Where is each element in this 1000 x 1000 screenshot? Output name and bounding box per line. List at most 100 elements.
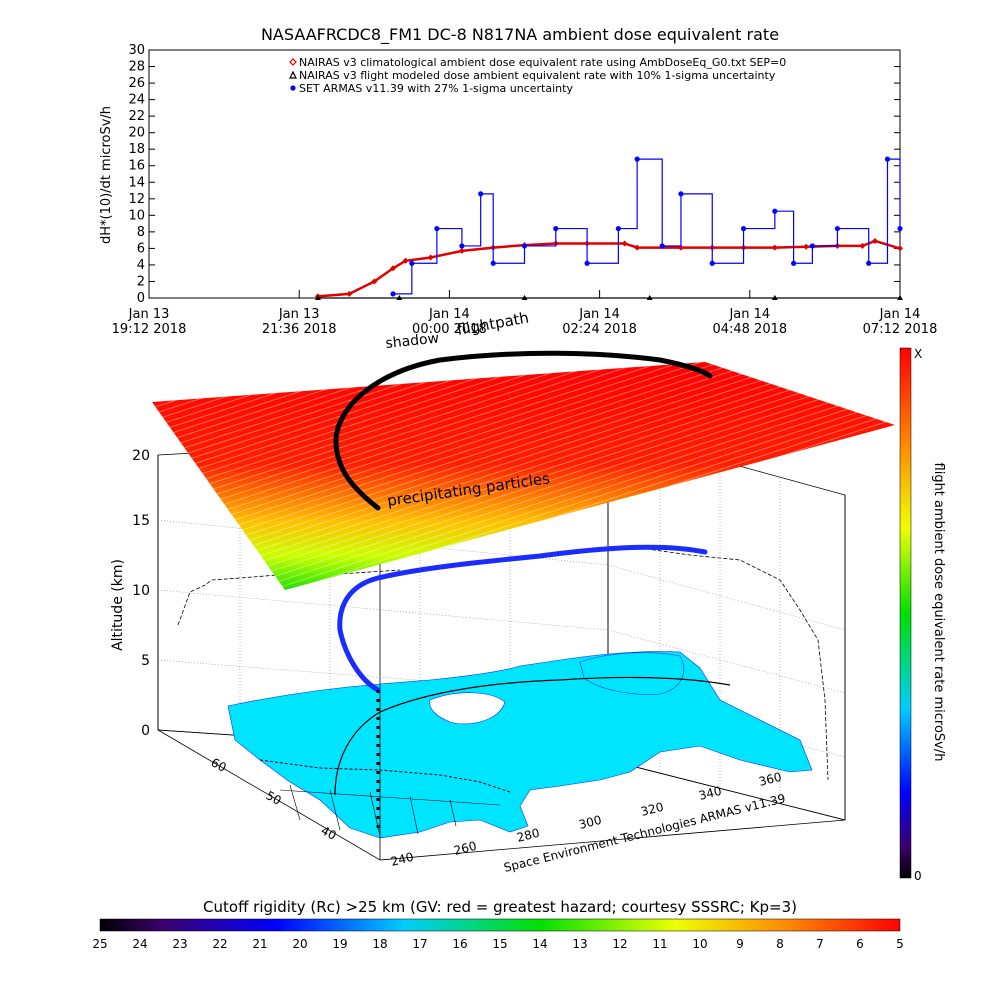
x-tick-label-date: Jan 13 <box>128 307 170 322</box>
altitude-ticks: 0 5 10 15 20 <box>132 448 150 739</box>
armas-point <box>709 260 715 266</box>
y-tick-label: 24 <box>128 93 145 108</box>
y-tick-label: 22 <box>128 109 145 124</box>
nairas-clim-point <box>771 244 778 251</box>
altitude-tick-label: 15 <box>132 513 150 529</box>
armas-point <box>459 243 465 249</box>
legend-label: NAIRAS v3 climatological ambient dose eq… <box>299 56 786 69</box>
rigidity-tick-label: 18 <box>372 937 387 951</box>
nairas-flight-point <box>897 295 903 300</box>
longitude-tick-label: 320 <box>639 800 665 819</box>
nairas-clim-point <box>346 290 353 297</box>
nairas-clim-point <box>621 240 628 247</box>
x-tick-label-time: 02:24 2018 <box>562 322 637 337</box>
usa-border <box>259 759 511 793</box>
armas-point <box>834 225 841 232</box>
y-tick-label: 10 <box>128 208 145 223</box>
legend-label: NAIRAS v3 flight modeled dose ambient eq… <box>299 69 776 82</box>
nairas-clim-point <box>390 265 397 272</box>
nairas-flight-point <box>521 295 528 300</box>
y-tick-label: 20 <box>128 126 145 141</box>
armas-point <box>478 191 484 197</box>
dose-rate-chart: NASAAFRCDC8_FM1 DC-8 N817NA ambient dose… <box>99 25 937 337</box>
rigidity-colorbar: Cutoff rigidity (Rc) >25 km (GV: red = g… <box>92 898 903 951</box>
dose-plane-hatch <box>152 362 895 590</box>
armas-point <box>434 225 440 232</box>
x-tick-label-time: 00:00 2018 <box>412 322 487 337</box>
longitude-tick-label: 260 <box>452 839 478 858</box>
longitude-tick-label: 280 <box>515 826 541 845</box>
armas-point <box>615 225 621 232</box>
armas-point <box>634 156 640 162</box>
armas-point <box>390 291 396 297</box>
nairas-clim-point <box>634 244 641 251</box>
nairas-clim-point <box>897 245 903 252</box>
rigidity-tick-label: 19 <box>332 937 347 951</box>
legend-label: SET ARMAS v11.39 with 27% 1-sigma uncert… <box>299 82 573 95</box>
legend-marker-circle <box>290 85 296 91</box>
longitude-tick-label: 340 <box>697 784 723 803</box>
armas-point <box>678 191 684 197</box>
altitude-tick-label: 20 <box>132 448 150 464</box>
y-tick-label: 16 <box>128 159 145 174</box>
rigidity-tick-label: 8 <box>776 937 784 951</box>
rigidity-tick-label: 15 <box>492 937 507 951</box>
annotation-shadow: shadow <box>385 330 440 352</box>
nairas-flight-point <box>396 295 403 300</box>
rigidity-tick-label: 10 <box>692 937 707 951</box>
armas-point <box>490 260 496 266</box>
armas-point <box>791 260 797 266</box>
legend-marker-triangle <box>289 70 297 79</box>
dose-colorbar-label: flight ambient dose equivalent rate micr… <box>931 463 946 762</box>
latitude-tick-label: 60 <box>209 755 229 775</box>
nairas-flight-point <box>314 295 321 300</box>
x-tick-label-date: Jan 14 <box>428 307 470 322</box>
armas-point <box>409 260 415 266</box>
nairas-flight-point <box>771 295 778 300</box>
armas-point <box>740 225 747 232</box>
nairas-flight-point <box>646 295 653 300</box>
rigidity-tick-label: 14 <box>532 937 547 951</box>
flight-plane-track <box>333 350 713 511</box>
series-layer <box>314 156 903 300</box>
y-axis-label: dH*(10)/dt microSv/h <box>99 106 114 244</box>
wall-shadow-right <box>639 547 829 781</box>
rigidity-tick-label: 20 <box>292 937 307 951</box>
nairas-clim-point <box>427 254 434 261</box>
armas-point <box>897 225 903 232</box>
legend: NAIRAS v3 climatological ambient dose eq… <box>289 56 786 95</box>
longitude-tick-label: 240 <box>389 850 415 869</box>
latitude-tick-label: 50 <box>264 788 284 808</box>
dose-colorbar-bottom: 0 <box>914 869 922 883</box>
rigidity-colorbar-title: Cutoff rigidity (Rc) >25 km (GV: red = g… <box>203 898 797 916</box>
y-tick-label: 0 <box>137 291 145 306</box>
rigidity-tick-label: 24 <box>132 937 147 951</box>
armas-point <box>772 208 778 214</box>
x-tick-label-date: Jan 14 <box>578 307 620 322</box>
x-tick-label-time: 04:48 2018 <box>712 322 787 337</box>
x-tick-label-date: Jan 13 <box>278 307 320 322</box>
altitude-tick-label: 10 <box>132 583 150 599</box>
nairas-clim-point <box>458 247 465 254</box>
altitude-label: Altitude (km) <box>110 559 126 651</box>
y-tick-label: 8 <box>137 225 145 240</box>
y-tick-label: 6 <box>137 241 145 256</box>
chart-title: NASAAFRCDC8_FM1 DC-8 N817NA ambient dose… <box>261 25 779 45</box>
altitude-tick-label: 0 <box>141 723 150 739</box>
north-america-map <box>227 651 813 839</box>
nairas-clim-point <box>871 237 878 244</box>
greenland <box>579 652 685 695</box>
rigidity-tick-label: 7 <box>816 937 824 951</box>
state-grid <box>279 784 501 837</box>
x-tick-label-time: 19:12 2018 <box>112 322 187 337</box>
latitude-tick-label: 40 <box>319 823 339 843</box>
armas-point <box>521 243 528 249</box>
x-tick-label-time: 07:12 2018 <box>863 322 938 337</box>
x-tick-label-date: Jan 14 <box>879 307 921 322</box>
rigidity-ticks: 25 24 23 22 21 20 19 18 17 16 15 14 13 12 11 10 9 8 7 6 5 <box>92 937 903 951</box>
nairas-clim-point <box>803 243 810 250</box>
armas-point <box>659 243 665 249</box>
longitude-tick-label: 300 <box>577 813 603 832</box>
armas-point <box>809 243 815 249</box>
